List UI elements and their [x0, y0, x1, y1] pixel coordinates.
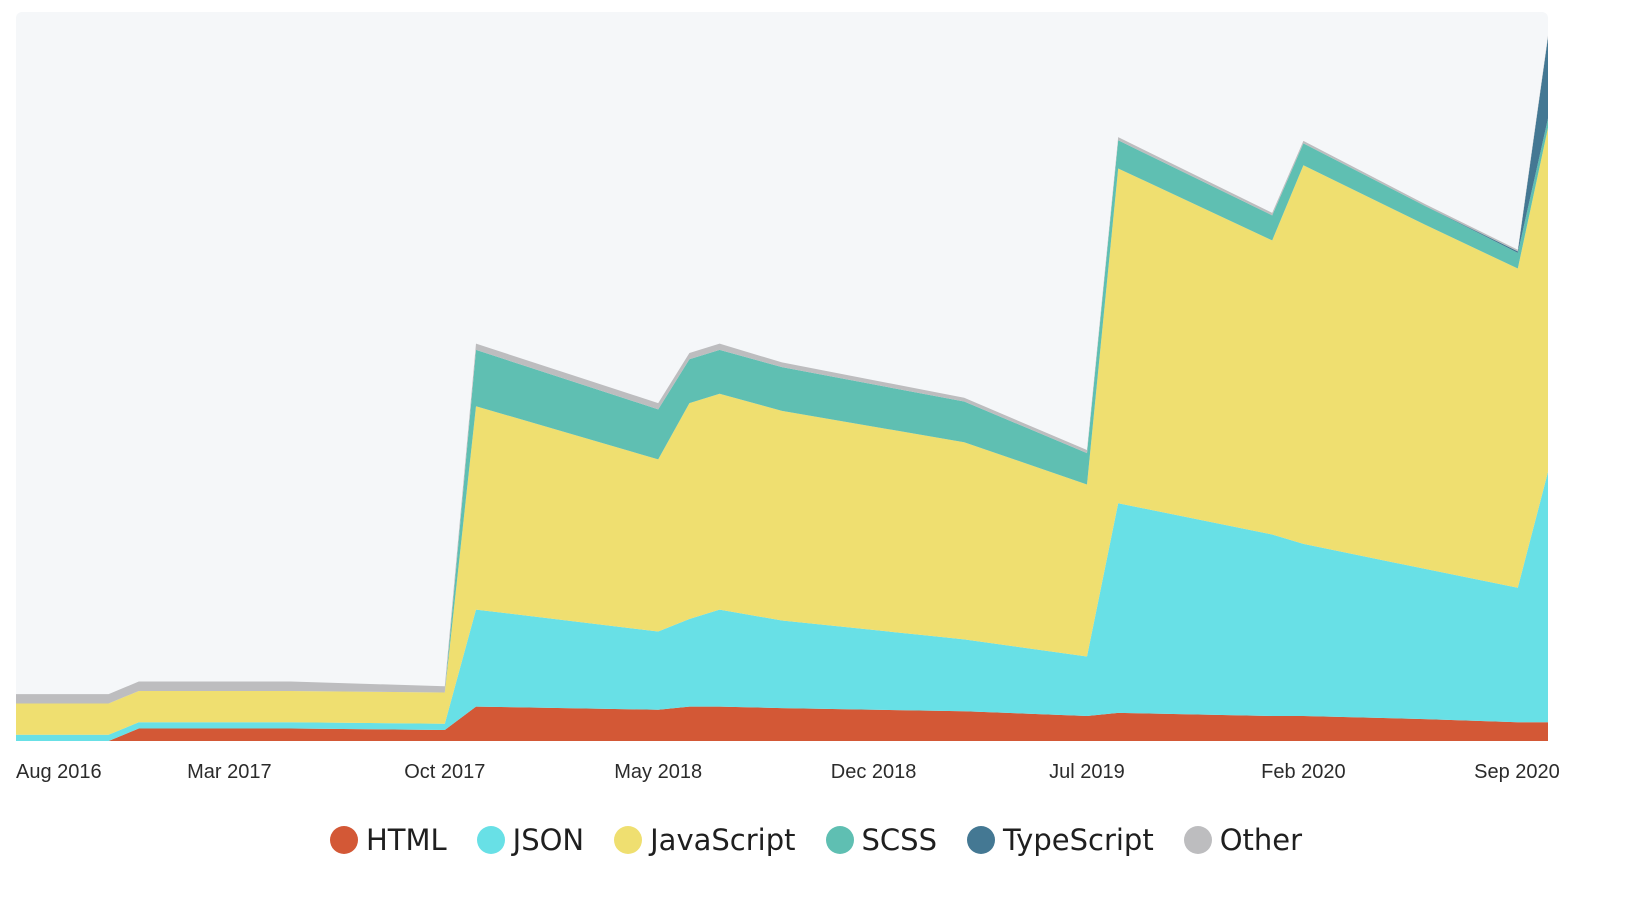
- legend-swatch: [966, 826, 995, 854]
- area-json[interactable]: [16, 471, 1548, 741]
- legend-label: JSON: [512, 823, 585, 857]
- legend: HTML JSON JavaScript SCSS TypeScript Other: [0, 823, 1632, 857]
- legend-swatch: [614, 826, 643, 854]
- legend-swatch: [476, 826, 505, 854]
- x-tick-label: May 2018: [614, 761, 702, 783]
- x-tick-label: Jul 2019: [1049, 761, 1125, 783]
- legend-label: Other: [1219, 823, 1303, 857]
- legend-label: SCSS: [861, 823, 937, 857]
- x-tick-label: Oct 2017: [404, 761, 485, 783]
- legend-swatch: [1183, 826, 1212, 854]
- series-areas: [16, 35, 1548, 741]
- legend-label: JavaScript: [650, 823, 796, 857]
- legend-swatch: [329, 826, 358, 854]
- legend-label: HTML: [365, 823, 447, 857]
- x-tick-label: Mar 2017: [187, 761, 272, 783]
- legend-item-json[interactable]: JSON: [476, 823, 585, 857]
- legend-swatch: [825, 826, 854, 854]
- area-html[interactable]: [16, 706, 1548, 741]
- legend-item-javascript[interactable]: JavaScript: [614, 823, 796, 857]
- x-tick-label: Dec 2018: [831, 761, 917, 783]
- x-tick-label: Feb 2020: [1261, 761, 1346, 783]
- legend-item-scss[interactable]: SCSS: [825, 823, 937, 857]
- area-javascript[interactable]: [16, 127, 1548, 735]
- legend-item-html[interactable]: HTML: [329, 823, 447, 857]
- legend-label: TypeScript: [1002, 823, 1154, 857]
- legend-item-other[interactable]: Other: [1183, 823, 1303, 857]
- legend-item-typescript[interactable]: TypeScript: [966, 823, 1154, 857]
- x-tick-label: Sep 2020: [1474, 761, 1560, 783]
- x-tick-label: Aug 2016: [16, 761, 102, 783]
- x-axis: Aug 2016 Mar 2017 Oct 2017 May 2018 Dec 2018…: [16, 761, 1560, 783]
- area-scss[interactable]: [16, 118, 1548, 704]
